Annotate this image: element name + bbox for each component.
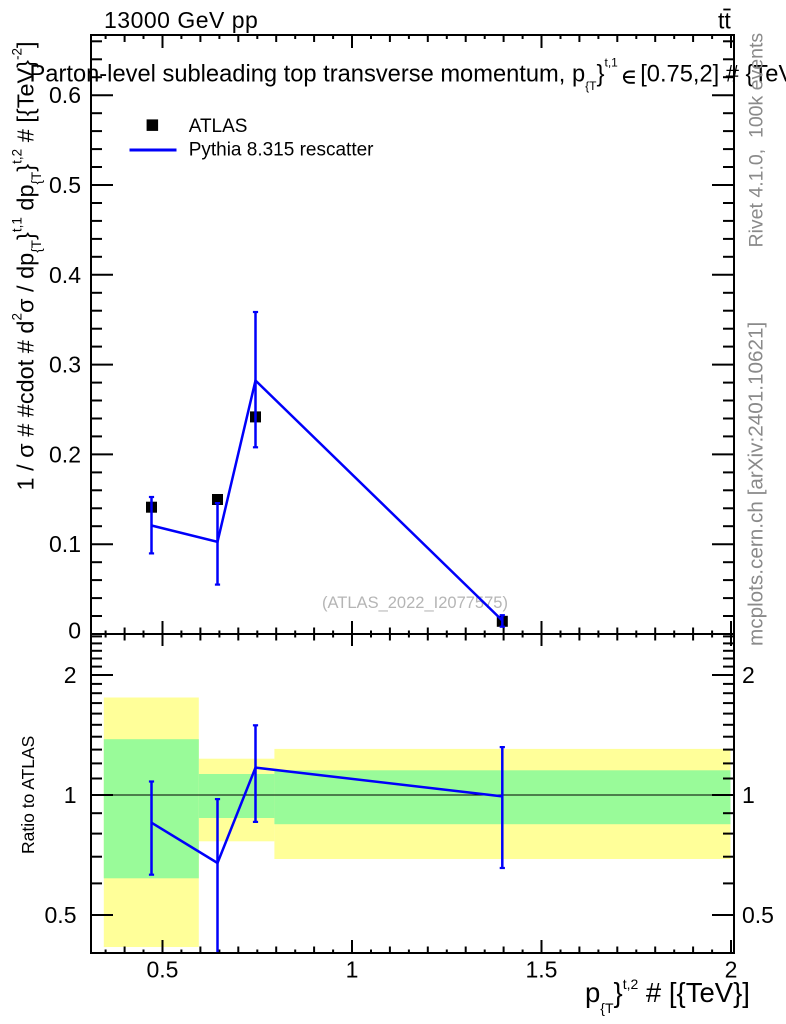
svg-text:0.5: 0.5 <box>742 902 774 928</box>
svg-text:0.2: 0.2 <box>49 441 81 467</box>
svg-text:1.5: 1.5 <box>526 957 558 983</box>
svg-text:1 / σ # #cdot # d2σ / dp{T}t,1: 1 / σ # #cdot # d2σ / dp{T}t,1 dp{T}t,2 … <box>10 41 45 490</box>
svg-text:1: 1 <box>742 782 755 808</box>
svg-text:Parton-level subleading top tr: Parton-level subleading top transverse m… <box>30 56 619 94</box>
svg-text:0.6: 0.6 <box>49 82 81 108</box>
svg-text:0.5: 0.5 <box>147 957 179 983</box>
svg-text:Rivet 4.1.0, 100k events: Rivet 4.1.0, 100k events <box>746 33 768 248</box>
svg-text:mcplots.cern.ch [arXiv:2401.10: mcplots.cern.ch [arXiv:2401.10621] <box>745 322 768 646</box>
svg-text:(ATLAS_2022_I2077575): (ATLAS_2022_I2077575) <box>322 594 508 612</box>
svg-text:[0.75,2] # {TeV}]: [0.75,2] # {TeV}] <box>640 62 786 88</box>
svg-text:2: 2 <box>64 662 77 688</box>
svg-text:1: 1 <box>64 782 77 808</box>
svg-text:Pythia 8.315 rescatter: Pythia 8.315 rescatter <box>189 140 374 161</box>
svg-text:2: 2 <box>725 957 738 983</box>
svg-text:tt: tt <box>718 8 731 34</box>
svg-text:0.4: 0.4 <box>49 262 81 288</box>
svg-text:1: 1 <box>346 957 359 983</box>
svg-text:0.3: 0.3 <box>49 352 81 378</box>
svg-text:0.1: 0.1 <box>49 531 81 557</box>
svg-text:0.5: 0.5 <box>49 172 81 198</box>
svg-text:0.5: 0.5 <box>45 902 77 928</box>
svg-text:2: 2 <box>742 662 755 688</box>
svg-text:0: 0 <box>68 618 81 644</box>
svg-text:ATLAS: ATLAS <box>189 116 248 137</box>
svg-text:13000 GeV pp: 13000 GeV pp <box>104 7 258 33</box>
svg-text:Ratio to ATLAS: Ratio to ATLAS <box>18 736 38 854</box>
